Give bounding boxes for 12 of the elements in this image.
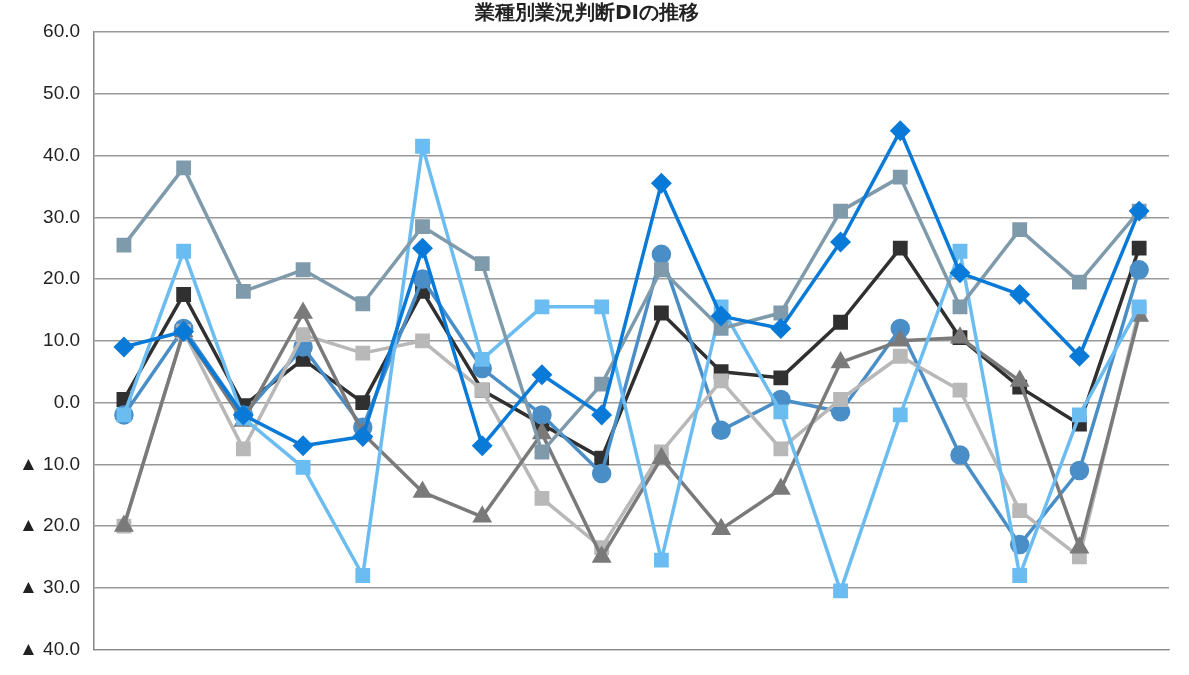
y-tick-label: 60.0 — [43, 20, 81, 42]
y-tick-label: ▲ 10.0 — [18, 452, 81, 474]
y-tick-label: 0.0 — [53, 390, 81, 412]
chart-title: 業種別業況判断DIの推移 — [473, 0, 700, 25]
y-tick-label: 10.0 — [43, 329, 81, 351]
y-tick-label: ▲ 20.0 — [18, 514, 81, 536]
y-tick-label: 40.0 — [43, 143, 81, 165]
y-tick-label: 50.0 — [43, 81, 81, 103]
y-tick-label: ▲ 40.0 — [18, 637, 81, 659]
y-tick-label: 20.0 — [43, 267, 81, 289]
y-tick-label: 30.0 — [43, 205, 81, 227]
y-tick-label: ▲ 30.0 — [18, 576, 81, 598]
